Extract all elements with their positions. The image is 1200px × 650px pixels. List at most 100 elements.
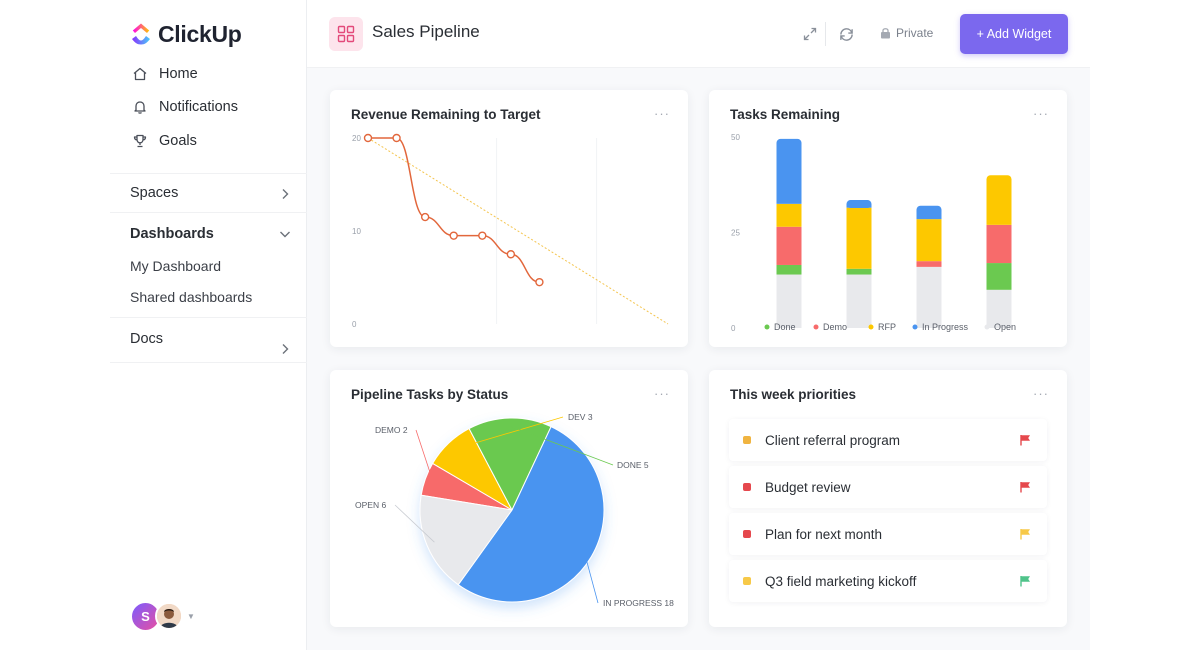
slice-label: DONE 5 [617, 460, 649, 470]
bar-segment [986, 289, 1012, 328]
nav-home-label: Home [159, 66, 198, 82]
slice-label: DEV 3 [568, 412, 593, 422]
revenue-widget: Revenue Remaining to Target ··· 20 10 0 [330, 90, 688, 347]
series-line [367, 137, 540, 283]
avatar-photo [155, 602, 183, 630]
y-tick-label: 10 [352, 227, 361, 236]
spaces-label: Spaces [130, 185, 179, 201]
legend-label: Open [994, 322, 1016, 332]
add-widget-button[interactable]: + Add Widget [960, 14, 1068, 54]
sidebar-section-docs[interactable]: Docs [110, 319, 307, 363]
bar-segment [986, 179, 1012, 225]
flag-icon[interactable] [1020, 434, 1031, 446]
nav-goals[interactable]: Goals [130, 129, 197, 153]
y-tick-label: 0 [731, 324, 736, 333]
more-menu-icon[interactable]: ··· [654, 106, 670, 121]
nav-goals-label: Goals [159, 133, 197, 149]
more-menu-icon[interactable]: ··· [1033, 386, 1049, 401]
slice-label: DEMO 2 [375, 425, 408, 435]
clickup-logo-icon [132, 23, 150, 45]
data-point [392, 133, 401, 143]
flag-icon[interactable] [1020, 575, 1031, 587]
data-point [506, 250, 516, 259]
nav-home[interactable]: Home [130, 62, 198, 86]
chevron-right-icon [282, 189, 289, 199]
revenue-line-chart: 20 10 0 [352, 133, 669, 329]
nav-notifications-label: Notifications [159, 99, 238, 115]
widget-title: Tasks Remaining [730, 107, 841, 122]
leader-line [394, 504, 435, 543]
bar-segment [846, 207, 872, 269]
dashboards-label: Dashboards [130, 226, 214, 242]
priority-item[interactable]: Plan for next month [729, 513, 1047, 555]
bar-cap [916, 205, 942, 214]
bar-cap [846, 200, 872, 209]
more-menu-icon[interactable]: ··· [654, 386, 670, 401]
bar-cap [986, 175, 1012, 184]
trophy-icon [130, 131, 150, 151]
tasks-remaining-widget: Tasks Remaining ··· 50 25 0 Done Demo RFP In … [709, 90, 1067, 347]
more-menu-icon[interactable]: ··· [1033, 106, 1049, 121]
sidebar: ClickUp Home Notifications Goals Spaces … [110, 0, 307, 650]
expand-icon[interactable] [800, 24, 820, 44]
legend-swatch [764, 324, 770, 330]
bar-segment [916, 219, 942, 262]
bar-segment [986, 224, 1012, 264]
bar-segment [986, 263, 1012, 290]
sidebar-section-spaces[interactable]: Spaces [110, 173, 307, 213]
logo-text: ClickUp [158, 20, 242, 47]
priority-item[interactable]: Client referral program [729, 419, 1047, 461]
tasks-stacked-bar-chart: 50 25 0 Done Demo RFP In Progress Open [731, 133, 1016, 333]
pie-slice [419, 494, 513, 586]
data-point [449, 231, 458, 240]
nav-notifications[interactable]: Notifications [130, 95, 238, 119]
flag-icon[interactable] [1020, 528, 1031, 540]
divider [110, 317, 307, 318]
header: Sales Pipeline Private + Add Widget [307, 0, 1090, 68]
priority-item[interactable]: Q3 field marketing kickoff [729, 560, 1047, 602]
leader-line [584, 552, 599, 604]
flag-icon[interactable] [1020, 481, 1031, 493]
status-dot [743, 577, 751, 585]
bar-segment [846, 274, 872, 328]
priority-label: Plan for next month [765, 526, 883, 542]
priority-label: Q3 field marketing kickoff [765, 573, 917, 589]
pipeline-status-widget: Pipeline Tasks by Status ··· DEMO 2 DEV 3… [330, 370, 688, 627]
data-point [420, 212, 430, 222]
legend-label: In Progress [922, 322, 969, 332]
pipeline-pie-chart: DEMO 2 DEV 3 DONE 5 IN PROGRESS 18 OPEN 6 [355, 412, 674, 608]
priority-label: Client referral program [765, 432, 901, 448]
sidebar-section-dashboards[interactable]: Dashboards [110, 214, 307, 254]
legend-swatch [912, 324, 918, 330]
legend-label: Done [774, 322, 796, 332]
refresh-icon[interactable] [836, 24, 856, 44]
legend-label: Demo [823, 322, 847, 332]
home-icon [130, 64, 150, 84]
header-divider [825, 22, 826, 46]
widget-title: Revenue Remaining to Target [351, 107, 541, 122]
sidebar-item-shared-dashboards[interactable]: Shared dashboards [130, 289, 253, 305]
bar-segment [776, 274, 802, 328]
priority-item[interactable]: Budget review [729, 466, 1047, 508]
bar-segment [916, 209, 942, 220]
caret-down-icon: ▼ [187, 611, 195, 621]
sidebar-item-my-dashboard[interactable]: My Dashboard [130, 258, 222, 274]
logo[interactable]: ClickUp [130, 20, 242, 48]
y-tick-label: 50 [731, 133, 740, 142]
trend-line [367, 137, 669, 325]
y-tick-label: 20 [352, 134, 361, 143]
bell-icon [130, 97, 150, 117]
bar-segment [776, 203, 802, 227]
bar-segment [846, 268, 872, 275]
user-avatars[interactable]: S ▼ [130, 600, 195, 632]
data-point [478, 231, 487, 240]
page-title: Sales Pipeline [372, 22, 480, 41]
docs-label: Docs [130, 331, 164, 347]
dashboard-grid-icon [329, 17, 363, 51]
data-point [363, 133, 373, 143]
chevron-down-icon [280, 231, 290, 238]
bar-segment [776, 264, 802, 275]
privacy-status[interactable]: Private [880, 26, 933, 40]
bar-segment [776, 142, 802, 204]
leader-line [453, 416, 564, 450]
